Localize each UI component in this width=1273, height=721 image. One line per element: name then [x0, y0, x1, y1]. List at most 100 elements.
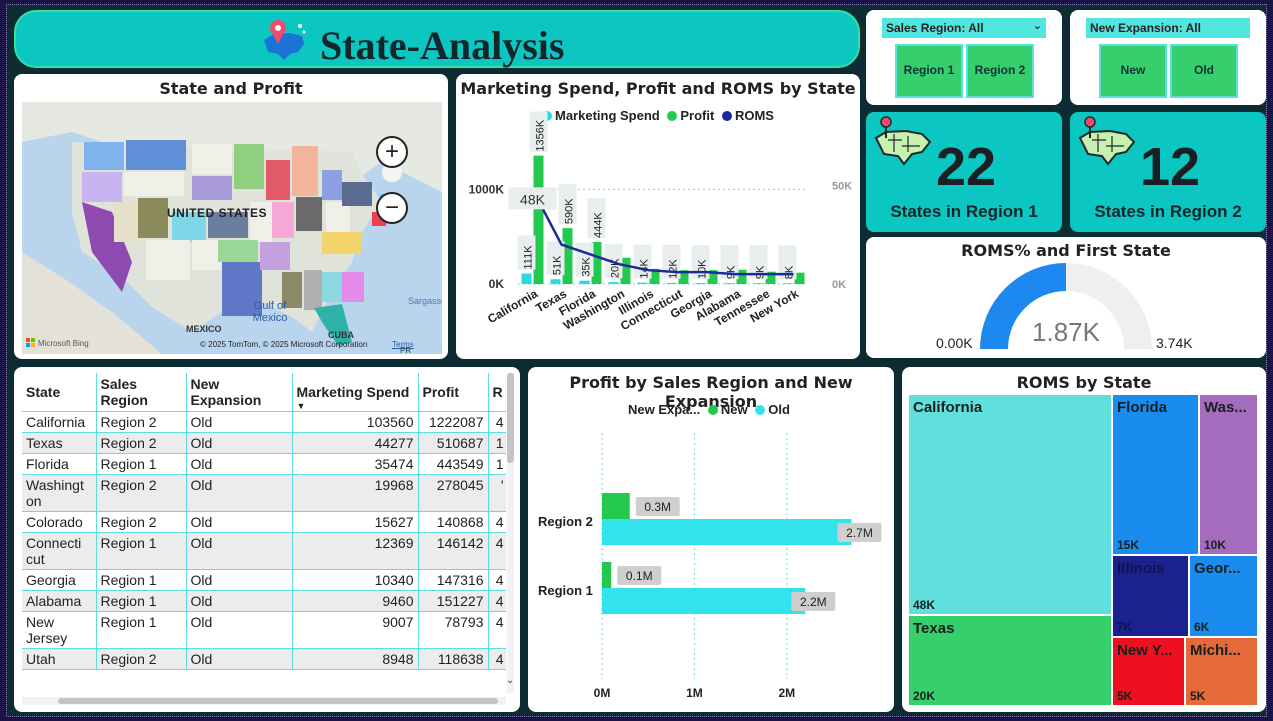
treemap-label: Florida	[1117, 399, 1168, 416]
roms-line[interactable]	[531, 188, 794, 276]
gauge-chart	[980, 263, 1152, 349]
region-1-button[interactable]: Region 1	[895, 44, 963, 98]
table-row[interactable]: Alabama Region 1 Old 9460 151227 4	[22, 590, 506, 612]
horizontal-scroll-thumb[interactable]	[58, 698, 498, 704]
table-cell: 278045	[418, 474, 489, 512]
sales-region-dropdown[interactable]: Sales Region: All ⌄	[882, 18, 1046, 38]
scroll-down-icon[interactable]: ⌄	[506, 675, 515, 686]
bar-marketing-spend[interactable]	[637, 282, 648, 284]
data-label-marketing-spend: 9K	[749, 245, 768, 280]
new-button[interactable]: New	[1099, 44, 1167, 98]
treemap-cell[interactable]: Texas 20K	[908, 615, 1112, 706]
bar-marketing-spend[interactable]	[608, 282, 619, 284]
state-table-card: State Sales Region New Expansion Marketing …	[14, 367, 520, 712]
bar-profit[interactable]	[533, 155, 544, 284]
new-expansion-dropdown[interactable]: New Expansion: All	[1086, 18, 1250, 38]
table-row[interactable]: Utah Region 2 Old 8948 118638 4	[22, 648, 506, 670]
bar-marketing-spend[interactable]	[724, 283, 735, 284]
legend-old: Old	[755, 402, 790, 417]
map-canvas[interactable]: UNITED STATES Gulf of Mexico MEXICO CUBA…	[22, 102, 442, 354]
bar-profit[interactable]	[562, 228, 573, 284]
bar-marketing-spend[interactable]	[579, 280, 590, 284]
table-row[interactable]: Washingt on Region 2 Old 19968 278045 '	[22, 474, 506, 512]
table-cell: 4	[488, 648, 506, 670]
bar-marketing-spend[interactable]	[695, 283, 706, 284]
map-label-cuba: CUBA	[328, 330, 354, 340]
table-cell: 78793	[418, 611, 489, 649]
region-chart-title: Profit by Sales Region and New Expansion	[569, 373, 853, 411]
table-row[interactable]: Colorado Region 2 Old 15627 140868 4	[22, 511, 506, 533]
column-header[interactable]: State	[22, 373, 97, 412]
bar-profit[interactable]	[591, 241, 602, 284]
treemap-label: Geor...	[1194, 560, 1241, 577]
gauge-max: 3.74K	[1156, 335, 1193, 351]
bar-new[interactable]	[602, 562, 612, 588]
table-row[interactable]: Georgia Region 1 Old 10340 147316 4	[22, 569, 506, 591]
svg-text:12K: 12K	[668, 259, 680, 279]
bar-profit[interactable]	[620, 257, 631, 284]
treemap-cell[interactable]: Michi... 5K	[1185, 637, 1258, 706]
table-cell: 443549	[418, 453, 489, 475]
column-header[interactable]: Sales Region	[96, 373, 187, 412]
table-row[interactable]: New Jersey Region 1 Old 9007 78793 4	[22, 611, 506, 649]
svg-text:444K: 444K	[593, 212, 605, 238]
svg-text:1356K: 1356K	[535, 119, 547, 151]
data-label-profit: 1356K	[529, 111, 548, 152]
bar-profit[interactable]	[678, 270, 689, 284]
bar-profit[interactable]	[707, 270, 718, 284]
zoom-in-button[interactable]: +	[376, 136, 408, 168]
treemap-cell[interactable]: Geor... 6K	[1189, 555, 1258, 637]
state-table: State Sales Region New Expansion Marketing …	[22, 373, 506, 670]
table-cell: 510687	[418, 432, 489, 454]
treemap-label: Was...	[1204, 399, 1247, 416]
bar-old[interactable]	[602, 588, 806, 614]
bar-marketing-spend[interactable]	[782, 283, 793, 284]
treemap-cell[interactable]: Illinois 7K	[1112, 555, 1189, 637]
table-row[interactable]: California Region 2 Old 103560 1222087 4	[22, 411, 506, 433]
region-2-button[interactable]: Region 2	[966, 44, 1034, 98]
old-button[interactable]: Old	[1170, 44, 1238, 98]
table-cell: 15627	[292, 511, 419, 533]
bar-marketing-spend[interactable]	[666, 282, 677, 284]
svg-text:51K: 51K	[552, 255, 564, 275]
microsoft-logo-icon	[26, 338, 35, 347]
bar-marketing-spend[interactable]	[521, 273, 532, 284]
bing-logo: Microsoft Bing	[26, 338, 89, 348]
map-title: State and Profit	[159, 79, 303, 98]
bar-profit[interactable]	[794, 272, 805, 284]
table-row[interactable]: Texas Region 2 Old 44277 510687 1	[22, 432, 506, 454]
bar-old[interactable]	[602, 519, 852, 545]
data-label-profit: 444K	[587, 197, 606, 238]
table-cell: Region 1	[96, 590, 187, 612]
column-header[interactable]: Profit	[418, 373, 489, 412]
zoom-out-button[interactable]: −	[376, 192, 408, 224]
bar-marketing-spend[interactable]	[550, 279, 561, 284]
vertical-scroll-thumb[interactable]	[507, 373, 514, 463]
us-map-pin-icon	[874, 116, 932, 166]
map-terms-link[interactable]: Terms	[392, 340, 414, 349]
column-header[interactable]: R	[488, 373, 506, 412]
table-viewport[interactable]: State Sales Region New Expansion Marketing …	[22, 373, 506, 697]
table-row[interactable]: Connecti cut Region 1 Old 12369 146142 4	[22, 532, 506, 570]
treemap-cell[interactable]: New Y... 5K	[1112, 637, 1185, 706]
kpi-label: States in Region 1	[890, 202, 1038, 221]
bar-profit[interactable]	[736, 269, 747, 284]
table-row[interactable]: Florida Region 1 Old 35474 443549 1	[22, 453, 506, 475]
map-label-pr: PR	[400, 346, 412, 354]
map-label-mexico: MEXICO	[186, 324, 222, 334]
column-header[interactable]: New Expansion	[186, 373, 293, 412]
treemap-cell[interactable]: Florida 15K	[1112, 394, 1199, 555]
horizontal-scrollbar[interactable]	[22, 697, 506, 705]
bar-new[interactable]	[602, 493, 630, 519]
table-cell: Connecti cut	[22, 532, 97, 570]
vertical-scrollbar[interactable]	[507, 373, 514, 693]
treemap-cell[interactable]: California 48K	[908, 394, 1112, 615]
treemap-cell[interactable]: Was... 10K	[1199, 394, 1258, 555]
bar-profit[interactable]	[765, 271, 776, 284]
bar-marketing-spend[interactable]	[753, 283, 764, 284]
gauge-value: 1.87K	[1032, 317, 1100, 347]
svg-text:10K: 10K	[697, 259, 709, 279]
column-header[interactable]: Marketing Spend ▼	[292, 373, 419, 412]
bar-profit[interactable]	[649, 268, 660, 284]
region-expansion-chart-card: Profit by Sales Region and New Expansion…	[528, 367, 894, 712]
